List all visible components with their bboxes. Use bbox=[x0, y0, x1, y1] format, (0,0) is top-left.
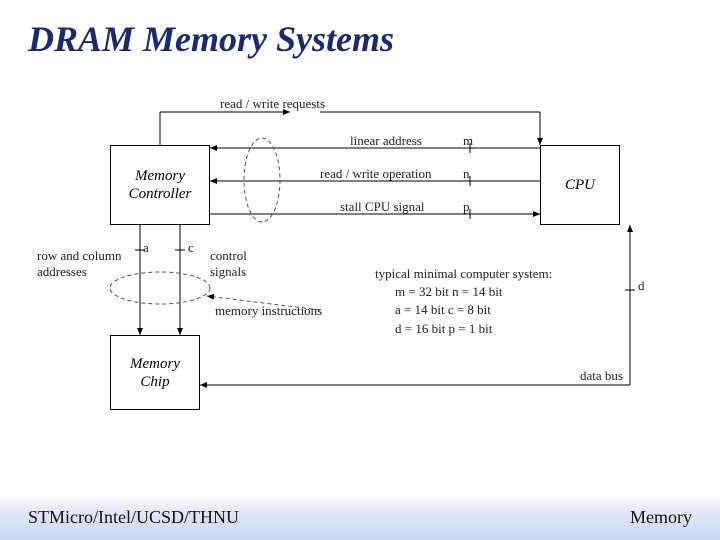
memory-controller-label: MemoryController bbox=[129, 167, 192, 203]
label-n: n bbox=[463, 166, 470, 182]
label-stall-signal: stall CPU signal bbox=[340, 199, 425, 215]
memory-chip-box: MemoryChip bbox=[110, 335, 200, 410]
label-rw-requests: read / write requests bbox=[220, 96, 325, 112]
cpu-label: CPU bbox=[565, 176, 595, 194]
cpu-box: CPU bbox=[540, 145, 620, 225]
diagram-area: MemoryController CPU MemoryChip read / w… bbox=[40, 90, 680, 470]
footer-left: STMicro/Intel/UCSD/THNU bbox=[28, 507, 239, 528]
info-title: typical minimal computer system: bbox=[375, 265, 552, 283]
label-rowcol: row and columnaddresses bbox=[37, 248, 127, 280]
label-p: p bbox=[463, 199, 470, 215]
label-m: m bbox=[463, 133, 473, 149]
info-line-2: d = 16 bit p = 1 bit bbox=[395, 320, 552, 338]
memory-chip-label: MemoryChip bbox=[130, 355, 180, 391]
label-rw-operation: read / write operation bbox=[320, 166, 432, 182]
label-d: d bbox=[638, 278, 645, 294]
page-title: DRAM Memory Systems bbox=[28, 18, 394, 60]
label-data-bus: data bus bbox=[580, 368, 623, 384]
footer-right: Memory bbox=[630, 507, 692, 528]
label-c: c bbox=[188, 240, 194, 256]
footer: STMicro/Intel/UCSD/THNU Memory bbox=[0, 494, 720, 540]
info-line-0: m = 32 bit n = 14 bit bbox=[395, 283, 552, 301]
memory-controller-box: MemoryController bbox=[110, 145, 210, 225]
label-a: a bbox=[143, 240, 149, 256]
label-linear-address: linear address bbox=[350, 133, 422, 149]
info-block: typical minimal computer system: m = 32 … bbox=[375, 265, 552, 338]
info-line-1: a = 14 bit c = 8 bit bbox=[395, 301, 552, 319]
label-control-signals: controlsignals bbox=[210, 248, 247, 280]
label-memory-instructions: memory instructions bbox=[215, 303, 322, 319]
